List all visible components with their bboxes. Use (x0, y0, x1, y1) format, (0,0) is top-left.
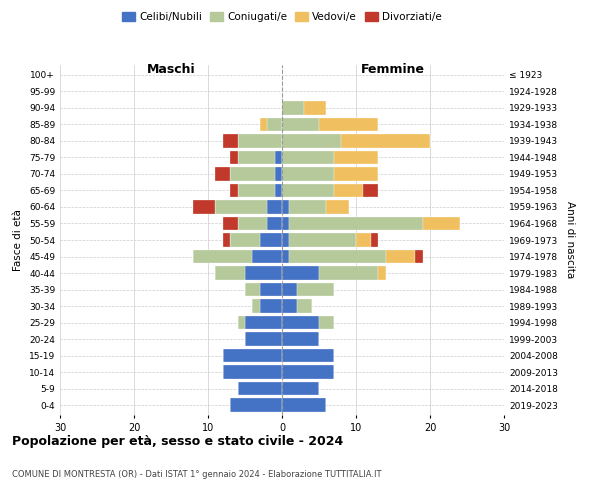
Bar (245, 266, 282, 280)
Bar (371, 234, 378, 246)
Bar (334, 184, 364, 197)
Bar (319, 266, 378, 280)
Bar (253, 250, 282, 263)
Bar (282, 382, 319, 395)
Bar (275, 168, 282, 180)
Bar (415, 250, 422, 263)
Bar (245, 316, 282, 329)
Bar (260, 118, 267, 131)
Bar (260, 283, 282, 296)
Bar (238, 184, 275, 197)
Bar (297, 283, 334, 296)
Bar (253, 300, 260, 312)
Bar (238, 382, 282, 395)
Bar (422, 217, 460, 230)
Bar (245, 332, 282, 345)
Bar (215, 266, 245, 280)
Bar (223, 234, 230, 246)
Bar (334, 168, 378, 180)
Bar (297, 300, 311, 312)
Bar (223, 134, 238, 147)
Bar (289, 200, 326, 213)
Bar (238, 217, 267, 230)
Text: COMUNE DI MONTRESTA (OR) - Dati ISTAT 1° gennaio 2024 - Elaborazione TUTTITALIA.: COMUNE DI MONTRESTA (OR) - Dati ISTAT 1°… (12, 470, 382, 479)
Bar (260, 234, 282, 246)
Bar (282, 266, 319, 280)
Bar (282, 102, 304, 114)
Bar (275, 151, 282, 164)
Bar (378, 266, 386, 280)
Bar (267, 217, 282, 230)
Bar (282, 134, 341, 147)
Bar (282, 151, 334, 164)
Bar (223, 366, 282, 378)
Text: Maschi: Maschi (146, 64, 196, 76)
Bar (193, 250, 253, 263)
Bar (245, 283, 260, 296)
Text: Popolazione per età, sesso e stato civile - 2024: Popolazione per età, sesso e stato civil… (12, 435, 343, 448)
Bar (282, 300, 297, 312)
Bar (267, 118, 282, 131)
Bar (282, 250, 289, 263)
Bar (319, 118, 378, 131)
Bar (282, 234, 289, 246)
Bar (386, 250, 415, 263)
Bar (230, 398, 282, 411)
Bar (223, 217, 238, 230)
Bar (282, 332, 319, 345)
Bar (319, 316, 334, 329)
Bar (238, 134, 282, 147)
Bar (282, 283, 297, 296)
Bar (282, 217, 289, 230)
Bar (230, 168, 275, 180)
Text: Femmine: Femmine (361, 64, 425, 76)
Y-axis label: Anni di nascita: Anni di nascita (565, 202, 575, 278)
Bar (289, 217, 422, 230)
Bar (275, 184, 282, 197)
Bar (193, 200, 215, 213)
Bar (282, 366, 334, 378)
Bar (326, 200, 349, 213)
Bar (223, 349, 282, 362)
Bar (282, 398, 326, 411)
Bar (282, 316, 319, 329)
Bar (341, 134, 430, 147)
Y-axis label: Fasce di età: Fasce di età (13, 209, 23, 271)
Bar (267, 200, 282, 213)
Bar (282, 200, 289, 213)
Bar (238, 316, 245, 329)
Bar (230, 234, 260, 246)
Legend: Celibi/Nubili, Coniugati/e, Vedovi/e, Divorziati/e: Celibi/Nubili, Coniugati/e, Vedovi/e, Di… (118, 8, 446, 26)
Bar (356, 234, 371, 246)
Bar (304, 102, 326, 114)
Bar (282, 118, 319, 131)
Bar (215, 168, 230, 180)
Bar (364, 184, 378, 197)
Bar (289, 250, 386, 263)
Bar (282, 184, 334, 197)
Bar (282, 349, 334, 362)
Bar (260, 300, 282, 312)
Bar (282, 168, 334, 180)
Bar (230, 184, 238, 197)
Bar (334, 151, 378, 164)
Bar (230, 151, 238, 164)
Bar (289, 234, 356, 246)
Bar (238, 151, 275, 164)
Bar (215, 200, 267, 213)
